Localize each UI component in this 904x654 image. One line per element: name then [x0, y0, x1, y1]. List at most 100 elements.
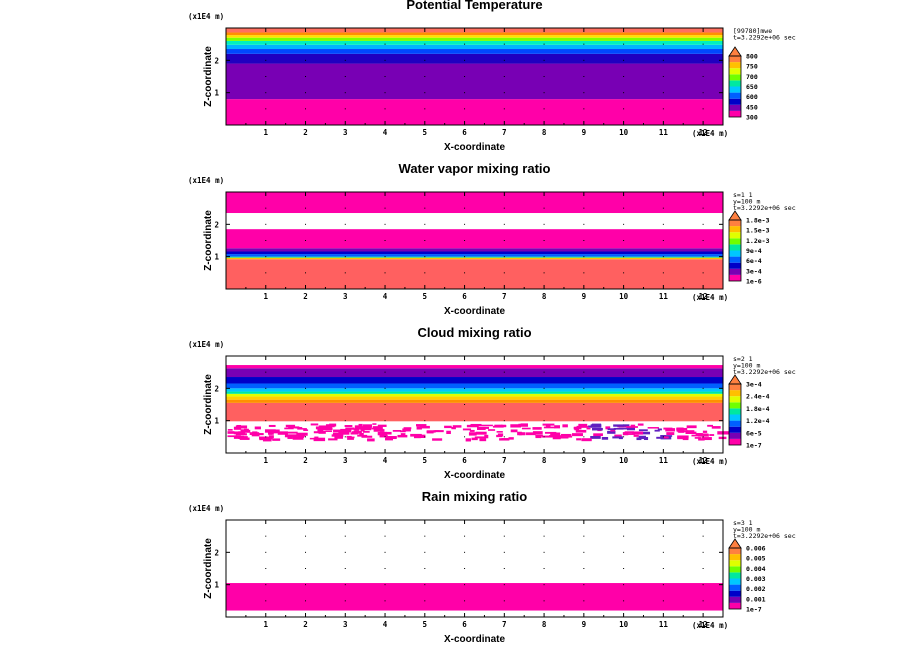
colorbar-segment	[729, 548, 741, 555]
x-tick-label: 9	[582, 128, 587, 137]
grid-dot	[543, 584, 545, 586]
cloud-speckle	[416, 424, 427, 427]
x-tick-label: 2	[303, 128, 308, 137]
grid-dot	[702, 584, 704, 586]
cloud-speckle	[605, 426, 611, 430]
cloud-speckle	[433, 430, 440, 433]
grid-dot	[265, 600, 267, 602]
grid-dot	[583, 436, 585, 438]
grid-dot	[265, 420, 267, 422]
grid-dot	[344, 420, 346, 422]
grid-dot	[305, 535, 307, 537]
grid-dot	[265, 223, 267, 225]
grid-dot	[344, 272, 346, 274]
contour-band	[226, 256, 723, 258]
x-unit-label: (x1E4 m)	[692, 129, 728, 138]
grid-dot	[503, 420, 505, 422]
cloud-speckle	[338, 429, 348, 432]
colorbar-segment	[729, 110, 741, 117]
x-tick-label: 8	[542, 128, 547, 137]
cloud-speckle	[277, 431, 288, 435]
grid-dot	[702, 207, 704, 209]
grid-dot	[424, 600, 426, 602]
cloud-speckle	[635, 432, 643, 435]
contour-band	[226, 53, 723, 64]
cloud-speckle	[379, 434, 388, 438]
contour-band	[226, 49, 723, 54]
grid-dot	[662, 256, 664, 258]
grid-dot	[344, 240, 346, 241]
colorbar-segment	[729, 554, 741, 561]
cloud-speckle	[698, 438, 705, 441]
grid-dot	[662, 420, 664, 422]
cloud-speckle	[297, 428, 307, 430]
colorbar-frame	[728, 383, 742, 446]
cloud-speckle	[591, 423, 602, 426]
cloud-speckle	[392, 429, 402, 432]
cloud-speckle	[360, 426, 372, 431]
colorbar-label: 2.4e-4	[746, 393, 770, 401]
x-tick-label: 11	[659, 620, 669, 629]
cloud-speckle	[419, 425, 430, 429]
panel-2: Water vapor mixing ratio(x1E4 m)1 2 3 4 5 6 7 8…	[188, 161, 796, 317]
grid-dot	[583, 535, 585, 537]
grid-dot	[702, 240, 704, 241]
grid-dot	[464, 76, 466, 77]
x-tick-label: 7	[502, 456, 507, 465]
grid-dot	[464, 108, 466, 110]
cloud-speckle	[235, 425, 248, 429]
grid-dot	[503, 207, 505, 209]
grid-dot	[344, 568, 346, 569]
cloud-speckle	[535, 434, 543, 437]
grid-dot	[623, 207, 625, 209]
cloud-speckle	[554, 425, 561, 429]
grid-dot	[384, 240, 386, 241]
cloud-speckle	[625, 433, 636, 435]
cloud-speckle	[590, 424, 602, 428]
info-line: t=3.2292e+06 sec	[733, 34, 796, 42]
grid-dot	[424, 387, 426, 389]
x-tick-label: 8	[542, 620, 547, 629]
grid-dot	[503, 76, 505, 77]
grid-dot	[265, 256, 267, 258]
grid-dot	[265, 240, 267, 241]
cloud-speckle	[273, 429, 280, 433]
grid-dot	[623, 92, 625, 94]
colorbar-segment	[729, 390, 741, 397]
grid-dot	[503, 600, 505, 602]
grid-dot	[583, 272, 585, 274]
cloud-speckle	[576, 438, 582, 441]
cloud-speckle	[239, 437, 250, 440]
cloud-speckle	[691, 434, 702, 437]
x-tick-label: 9	[582, 620, 587, 629]
cloud-speckle	[482, 426, 490, 429]
colorbar-arrow	[728, 46, 742, 57]
cloud-speckle	[518, 432, 526, 436]
colorbar-segment	[729, 438, 741, 445]
grid-dot	[702, 272, 704, 274]
grid-dot	[384, 420, 386, 422]
colorbar-segment	[729, 268, 741, 275]
contour-band	[226, 44, 723, 50]
cloud-speckle	[663, 436, 669, 439]
grid-dot	[424, 76, 426, 77]
x-tick-label: 3	[343, 456, 348, 465]
cloud-speckle	[469, 429, 475, 432]
grid-dot	[543, 371, 545, 373]
grid-dot	[265, 584, 267, 586]
grid-dot	[424, 92, 426, 94]
colorbar-segment	[729, 104, 741, 111]
x-tick-label: 3	[343, 620, 348, 629]
cloud-speckle	[543, 426, 556, 429]
cloud-speckle	[358, 423, 363, 427]
cloud-speckle	[360, 429, 365, 432]
y-axis-label: Z-coordinate	[203, 210, 214, 271]
cloud-speckle	[532, 431, 543, 435]
colorbar-label: 450	[746, 103, 758, 111]
grid-dot	[265, 436, 267, 438]
colorbar-label: 800	[746, 53, 758, 61]
grid-dot	[305, 59, 307, 61]
grid-dot	[464, 436, 466, 438]
grid-dot	[464, 272, 466, 274]
cloud-speckle	[328, 438, 338, 441]
